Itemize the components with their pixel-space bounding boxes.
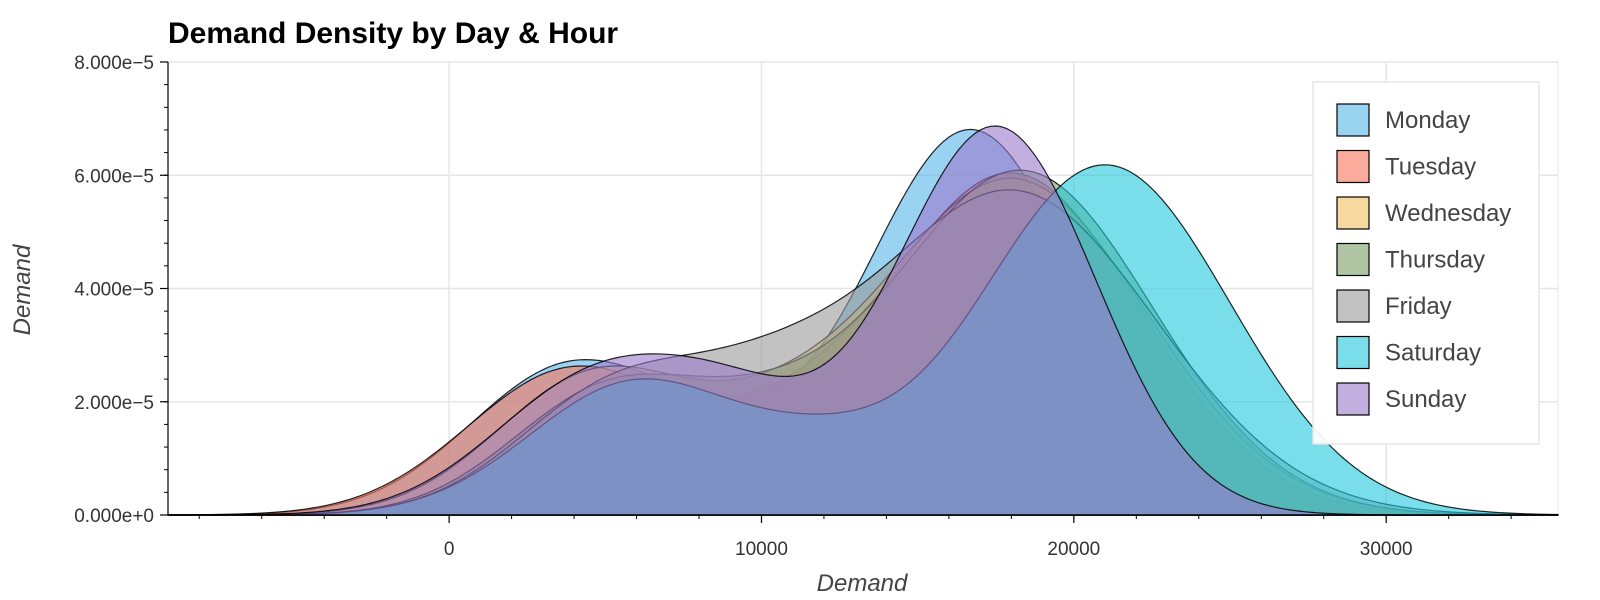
legend-label: Tuesday: [1385, 154, 1476, 181]
legend-item-thursday[interactable]: Thursday: [1336, 242, 1485, 277]
x-tick-label: 10000: [735, 539, 788, 560]
y-axis: 0.000e+0 2.000e−5 4.000e−5 6.000e−5 8.000e−5: [74, 53, 169, 527]
legend-swatch: [1336, 382, 1370, 416]
legend-item-monday[interactable]: Monday: [1336, 103, 1470, 137]
x-tick-label: 30000: [1360, 539, 1413, 560]
legend-label: Sunday: [1385, 386, 1466, 413]
legend-item-saturday[interactable]: Saturday: [1336, 335, 1481, 370]
legend-label: Saturday: [1385, 340, 1481, 367]
legend: Monday Tuesday Wednesday Thursday Friday Satu…: [1312, 81, 1540, 445]
legend-item-sunday[interactable]: Sunday: [1336, 382, 1466, 416]
legend-swatch: [1336, 335, 1370, 370]
chart-title: Demand Density by Day & Hour: [168, 17, 618, 50]
legend-item-friday[interactable]: Friday: [1336, 289, 1452, 323]
y-tick-label: 8.000e−5: [74, 53, 154, 74]
legend-item-wednesday[interactable]: Wednesday: [1336, 196, 1511, 230]
legend-swatch: [1336, 149, 1370, 184]
x-tick-label: 0: [444, 539, 455, 560]
legend-swatch: [1336, 242, 1370, 277]
y-tick-label: 2.000e−5: [74, 393, 154, 414]
x-axis-label: Demand: [817, 570, 908, 597]
legend-swatch: [1336, 103, 1370, 137]
x-tick-label: 20000: [1047, 539, 1100, 560]
legend-label: Thursday: [1385, 247, 1485, 274]
legend-item-tuesday[interactable]: Tuesday: [1336, 149, 1476, 184]
legend-label: Monday: [1385, 107, 1470, 134]
density-area-sunday: [167, 125, 1559, 516]
legend-label: Friday: [1385, 293, 1452, 320]
density-series: [167, 125, 1559, 516]
legend-swatch: [1336, 289, 1370, 323]
y-tick-label: 6.000e−5: [74, 166, 154, 187]
y-tick-label: 4.000e−5: [74, 280, 154, 301]
x-axis: 0 10000 20000 30000: [168, 514, 1558, 560]
legend-label: Wednesday: [1385, 200, 1511, 227]
y-tick-label: 0.000e+0: [74, 506, 154, 527]
y-axis-label: Demand: [9, 244, 36, 335]
legend-swatch: [1336, 196, 1370, 230]
